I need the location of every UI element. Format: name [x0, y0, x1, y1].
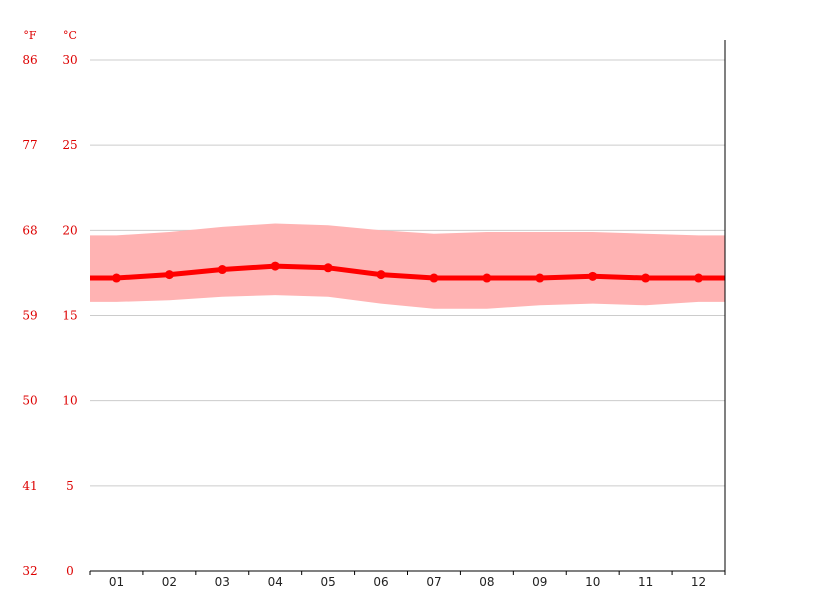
month-label: 02: [162, 575, 177, 589]
average-temperature-point: [376, 270, 386, 280]
fahrenheit-tick-label: 86: [22, 53, 37, 67]
month-label: 10: [585, 575, 600, 589]
fahrenheit-tick-label: 50: [22, 394, 37, 408]
celsius-tick-label: 0: [66, 564, 74, 578]
fahrenheit-unit-label: °F: [23, 29, 37, 42]
month-label: 09: [532, 575, 547, 589]
fahrenheit-tick-label: 41: [22, 479, 37, 493]
month-label: 08: [479, 575, 494, 589]
average-temperature-point: [588, 271, 598, 281]
fahrenheit-tick-label: 32: [22, 564, 37, 578]
celsius-tick-label: 15: [62, 309, 77, 323]
average-temperature-point: [111, 273, 121, 283]
average-temperature-point: [535, 273, 545, 283]
average-temperature-point: [164, 270, 174, 280]
celsius-tick-label: 10: [62, 394, 77, 408]
average-temperature-point: [429, 273, 439, 283]
celsius-tick-label: 30: [62, 53, 77, 67]
average-temperature-point: [323, 263, 333, 273]
fahrenheit-tick-label: 59: [22, 309, 37, 323]
average-temperature-point: [694, 273, 704, 283]
month-label: 04: [268, 575, 283, 589]
average-temperature-point: [482, 273, 492, 283]
average-temperature-point: [641, 273, 651, 283]
month-label: 06: [373, 575, 388, 589]
celsius-tick-label: 20: [62, 223, 77, 237]
month-label: 05: [320, 575, 335, 589]
fahrenheit-tick-label: 77: [22, 138, 37, 152]
month-label: 07: [426, 575, 441, 589]
average-temperature-line: [90, 263, 725, 281]
month-label: 03: [215, 575, 230, 589]
fahrenheit-tick-label: 68: [22, 223, 37, 237]
celsius-tick-label: 25: [62, 138, 77, 152]
month-label: 11: [638, 575, 653, 589]
average-temperature-point: [270, 261, 280, 271]
average-temperature-point: [217, 265, 227, 275]
month-label: 01: [109, 575, 124, 589]
month-label: 12: [691, 575, 706, 589]
celsius-tick-label: 5: [66, 479, 74, 493]
celsius-unit-label: °C: [63, 29, 77, 42]
temperature-range-band: [90, 223, 725, 309]
